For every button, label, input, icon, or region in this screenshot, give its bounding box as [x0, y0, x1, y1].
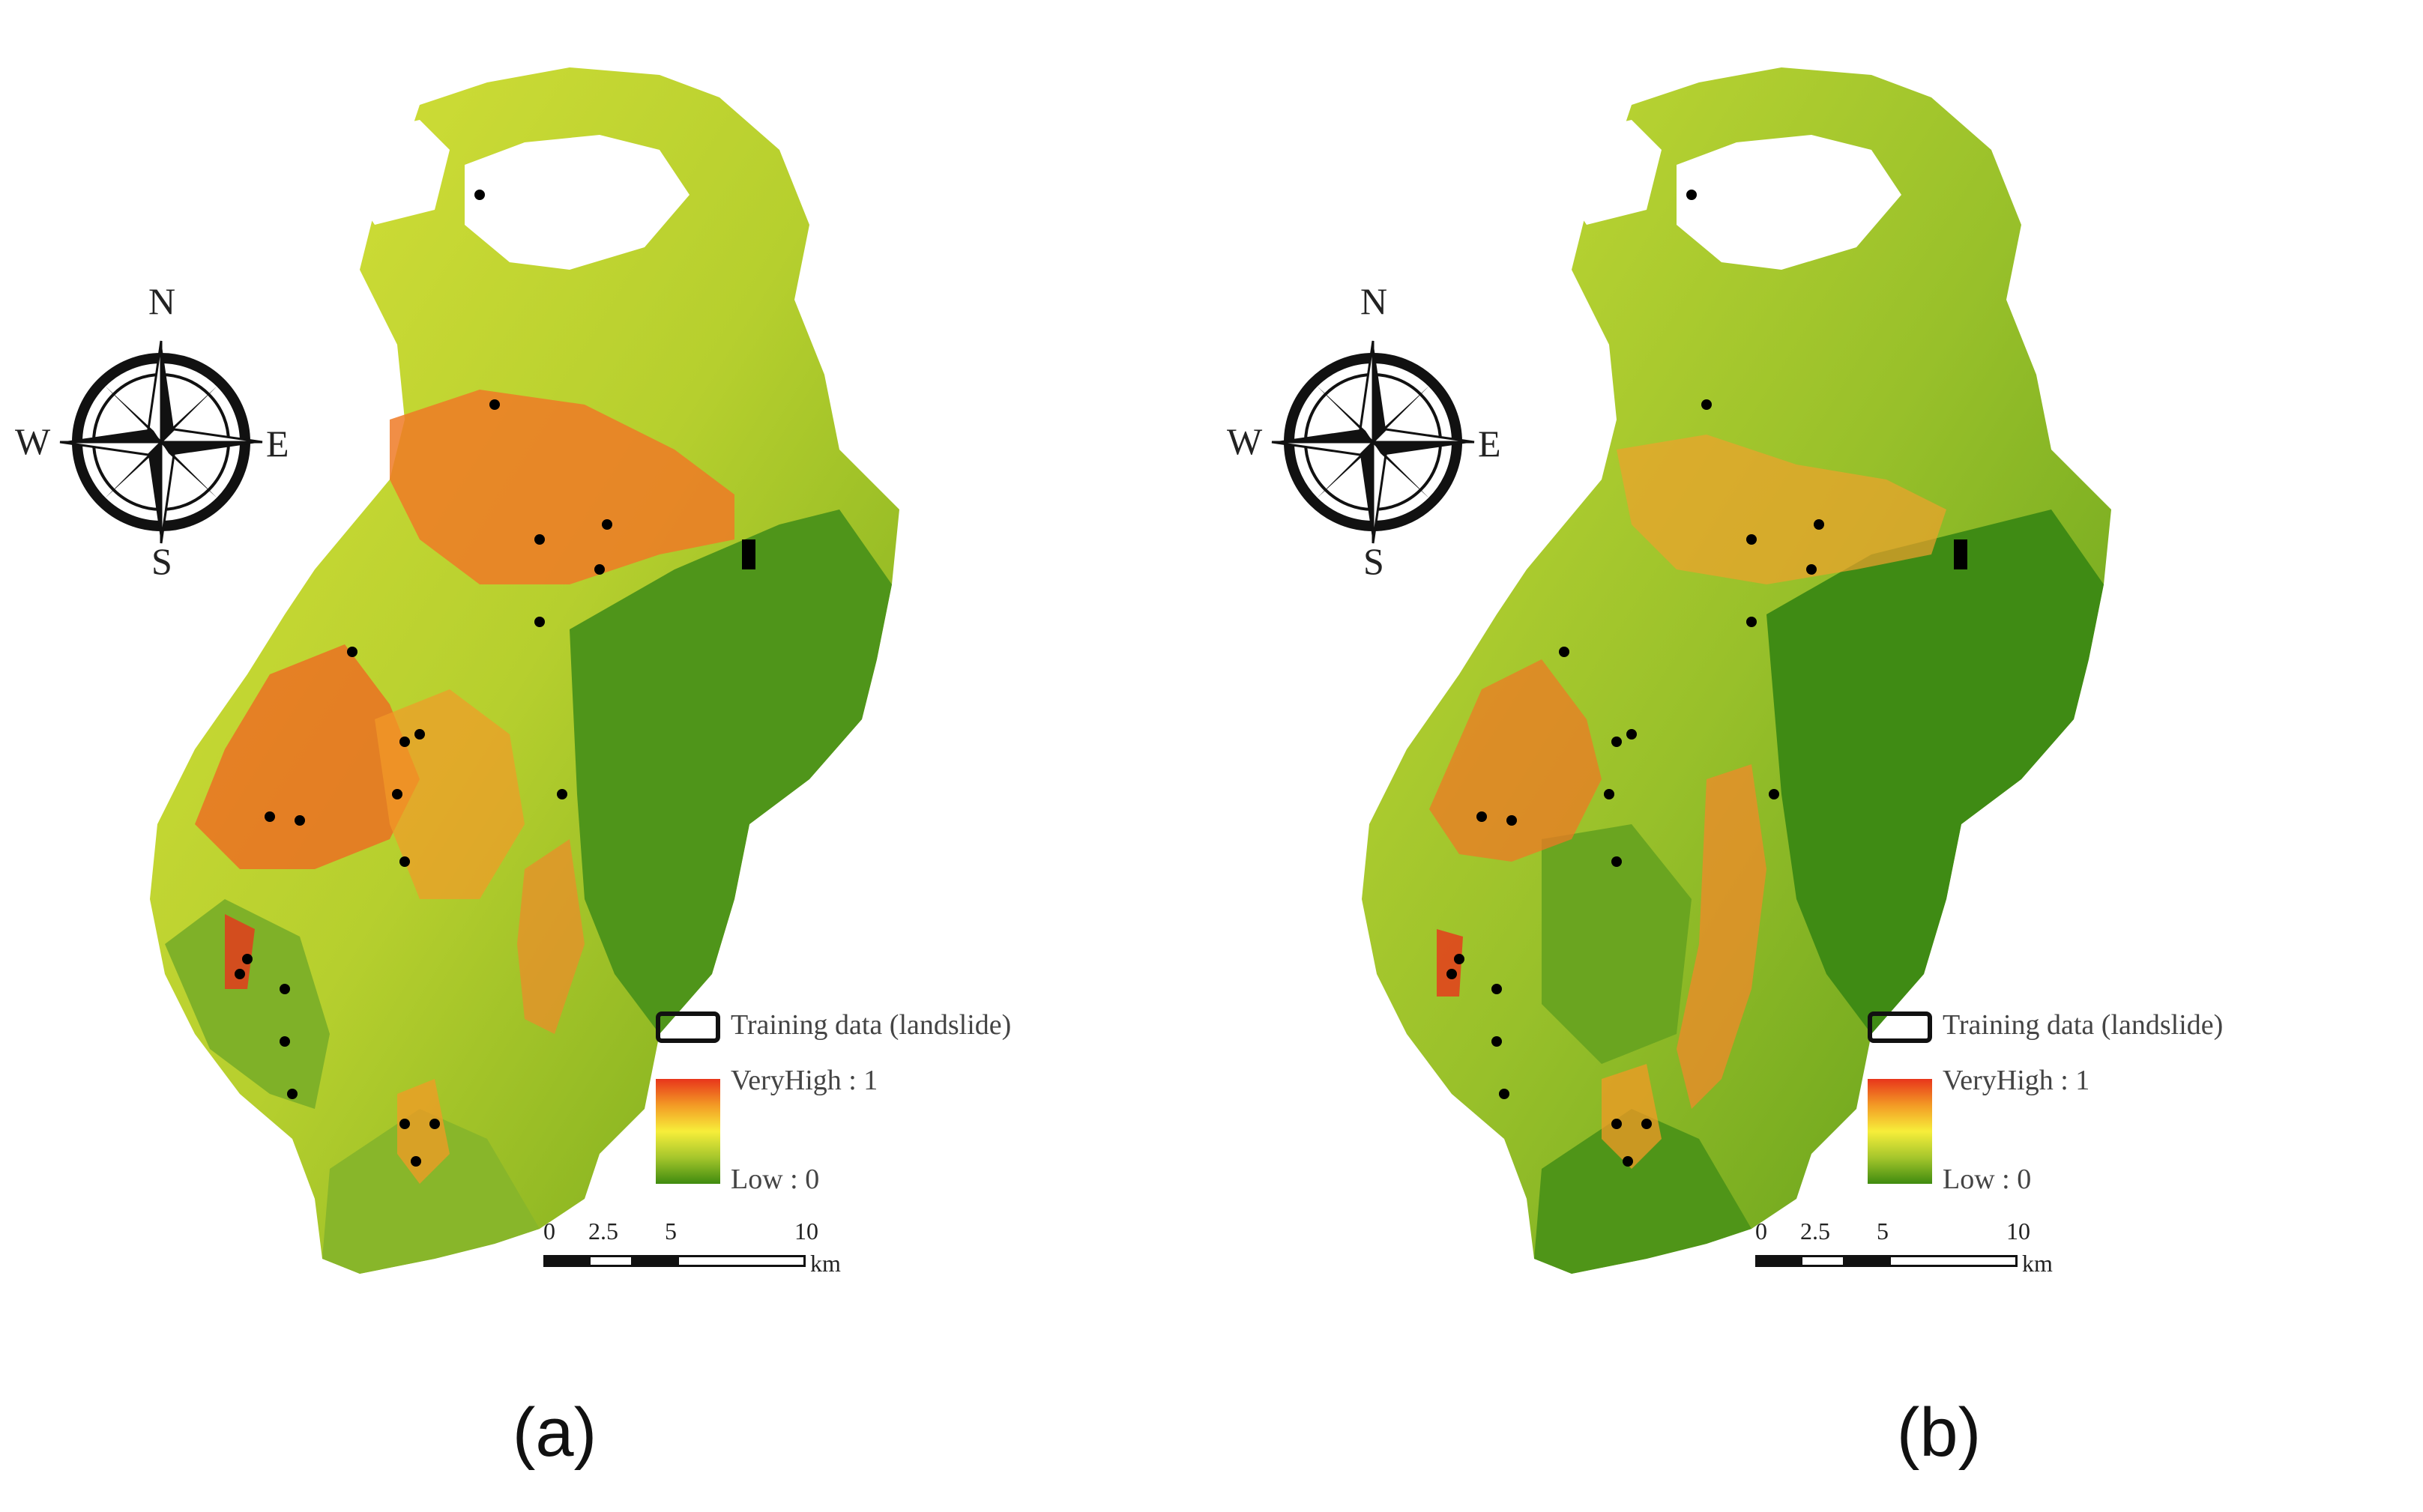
scale-tick-0: 0	[1755, 1218, 1767, 1245]
scale-seg-1	[543, 1255, 588, 1267]
compass-n: N	[148, 280, 176, 322]
low-zone-east	[570, 509, 892, 1034]
susceptibility-color-ramp	[656, 1079, 720, 1184]
map-panel-a: N S W E Training data (landslide) VeryHi…	[0, 0, 1211, 1512]
scale-seg-3	[1845, 1255, 1889, 1267]
legend-low-label: Low : 0	[731, 1164, 820, 1195]
very-high-band-west	[195, 644, 420, 869]
low-zone-east	[1766, 509, 2104, 1034]
scale-tick-0: 0	[543, 1218, 555, 1245]
high-band-east-ridge	[1677, 764, 1766, 1109]
high-band-center	[375, 689, 525, 899]
caption-a: (a)	[512, 1394, 597, 1471]
legend-a: Training data (landslide) VeryHigh : 1 L…	[656, 1004, 1075, 1229]
low-zone-south	[322, 1109, 540, 1274]
training-data-symbol	[656, 1011, 720, 1043]
scale-unit: km	[2022, 1250, 2053, 1277]
compass-w: W	[15, 420, 51, 462]
low-zone-center	[1542, 824, 1692, 1064]
susceptibility-color-ramp	[1868, 1079, 1932, 1184]
scale-tick-10: 10	[2006, 1218, 2030, 1245]
high-band-southwest	[225, 914, 255, 989]
high-band-south	[1602, 1064, 1662, 1169]
low-zone-south	[1534, 1109, 1751, 1274]
compass-icon	[1271, 340, 1475, 544]
scale-seg-4	[1889, 1255, 2018, 1267]
training-points	[1446, 190, 1967, 1167]
compass-s: S	[1363, 540, 1384, 582]
compass-icon	[59, 340, 263, 544]
scale-seg-3	[633, 1255, 677, 1267]
blank-northwest	[1557, 120, 1662, 225]
high-band-north	[1617, 435, 1946, 584]
very-high-band-west	[1429, 659, 1602, 862]
compass-w: W	[1227, 420, 1263, 462]
scale-bar-a: 0 2.5 5 10 km	[543, 1214, 858, 1296]
caption-b: (b)	[1896, 1394, 1982, 1471]
training-points	[235, 190, 755, 1167]
legend-high-label: VeryHigh : 1	[731, 1065, 878, 1096]
compass-e: E	[1478, 423, 1501, 465]
scale-tick-2-5: 2.5	[588, 1218, 618, 1245]
scale-seg-4	[677, 1255, 806, 1267]
legend-training-label: Training data (landslide)	[731, 1009, 1012, 1041]
legend-training-label: Training data (landslide)	[1943, 1009, 2224, 1041]
scale-tick-2-5: 2.5	[1800, 1218, 1830, 1245]
susceptibility-map-a	[150, 67, 899, 1274]
scale-tick-5: 5	[1877, 1218, 1889, 1245]
scale-unit: km	[810, 1250, 841, 1277]
compass-n: N	[1360, 280, 1388, 322]
high-band-east-ridge	[517, 839, 585, 1034]
very-high-southwest	[1437, 929, 1463, 997]
compass-e: E	[266, 423, 289, 465]
compass-rose-a: N S W E	[15, 280, 307, 582]
scale-bar-b: 0 2.5 5 10 km	[1755, 1214, 2070, 1296]
scale-seg-1	[1755, 1255, 1800, 1267]
blank-north	[1677, 135, 1901, 270]
very-high-band-north	[390, 390, 734, 584]
scale-seg-2	[588, 1255, 633, 1267]
compass-rose-b: N S W E	[1227, 280, 1519, 582]
low-zone-southwest	[165, 899, 330, 1109]
legend-low-label: Low : 0	[1943, 1164, 2032, 1195]
blank-north	[465, 135, 690, 270]
scale-tick-5: 5	[665, 1218, 677, 1245]
legend-b: Training data (landslide) VeryHigh : 1 L…	[1868, 1004, 2287, 1229]
compass-s: S	[151, 540, 172, 582]
map-panel-b: N S W E Training data (landslide) VeryHi…	[1212, 0, 2423, 1512]
training-data-symbol	[1868, 1011, 1932, 1043]
susceptibility-map-b	[1362, 67, 2111, 1274]
high-band-south	[397, 1079, 450, 1184]
scale-seg-2	[1800, 1255, 1845, 1267]
blank-northwest	[345, 120, 450, 225]
legend-high-label: VeryHigh : 1	[1943, 1065, 2090, 1096]
scale-tick-10: 10	[794, 1218, 818, 1245]
